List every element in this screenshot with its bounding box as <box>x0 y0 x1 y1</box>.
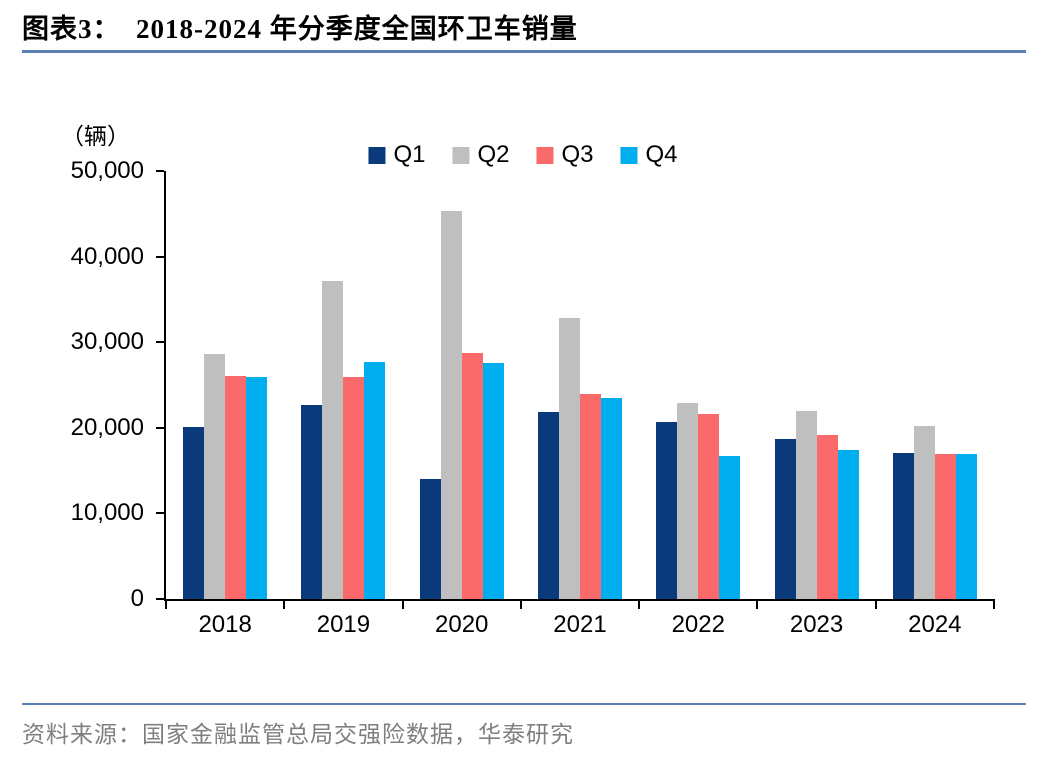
bar-group-2024 <box>876 171 994 599</box>
bar-2018-q3 <box>225 375 247 599</box>
bar-2019-q1 <box>301 404 323 599</box>
y-axis-labels: （辆） 50,000 40,000 30,000 20,000 10,000 0 <box>0 123 164 612</box>
legend-label-q3: Q3 <box>561 141 594 168</box>
y-tick-label-10000: 10,000 <box>70 499 144 527</box>
bar-2024-q3 <box>934 454 956 599</box>
plot-area <box>156 170 995 609</box>
bar-2023-q2 <box>795 410 817 599</box>
bar-2023-q4 <box>837 450 859 599</box>
bar-2020-q2 <box>440 211 462 599</box>
title-underline <box>22 50 1026 53</box>
bar-2022-q3 <box>698 414 720 599</box>
bar-2020-q4 <box>482 362 504 599</box>
bar-2018-q4 <box>246 377 268 599</box>
x-tick-4 <box>638 599 641 609</box>
x-tick-1 <box>283 599 286 609</box>
legend-item-q3: Q3 <box>536 140 594 170</box>
bar-2018-q1 <box>183 426 205 599</box>
y-tick-label-0: 0 <box>130 585 144 612</box>
bar-group-2021 <box>521 171 639 599</box>
x-label-2018: 2018 <box>198 611 252 638</box>
bars-row <box>166 171 994 599</box>
x-label-2024: 2024 <box>908 611 962 638</box>
y-tick-label-40000: 40,000 <box>70 242 144 270</box>
bar-2019-q3 <box>343 377 365 599</box>
bar-2024-q4 <box>955 454 977 599</box>
legend-label-q4: Q4 <box>645 141 678 168</box>
y-tick-50000 <box>156 170 164 172</box>
x-tick-5 <box>756 599 759 609</box>
bar-2022-q2 <box>677 402 699 599</box>
y-tick-10000 <box>156 512 164 515</box>
chart: （辆） 50,000 40,000 30,000 20,000 10,000 0 Q1 Q2… <box>0 123 1048 639</box>
bar-2019-q4 <box>364 361 386 599</box>
bar-2024-q2 <box>913 426 935 599</box>
y-axis-unit-label: （辆） <box>61 123 130 149</box>
x-label-2023: 2023 <box>789 611 844 638</box>
figure-title: 图表3： 2018-2024 年分季度全国环卫车销量 <box>22 14 578 44</box>
bar-2021-q4 <box>600 397 622 599</box>
figure-footer: 资料来源：国家金融监管总局交强险数据，华泰研究 <box>0 703 1048 749</box>
footer-line <box>22 703 1026 705</box>
bar-group-2019 <box>284 171 402 599</box>
legend: Q1 Q2 Q3 Q4 <box>368 140 678 170</box>
x-label-2020: 2020 <box>435 611 489 638</box>
bar-2023-q1 <box>774 438 796 599</box>
bar-2020-q1 <box>419 479 441 599</box>
x-tick-7 <box>993 599 995 609</box>
y-tick-label-20000: 20,000 <box>70 413 144 441</box>
x-label-2021: 2021 <box>553 611 607 638</box>
legend-swatch-q1-icon <box>368 146 386 164</box>
bar-2024-q1 <box>892 452 914 599</box>
bar-2021-q3 <box>579 394 601 599</box>
bar-group-2022 <box>639 171 757 599</box>
bar-2023-q3 <box>816 434 838 599</box>
y-tick-40000 <box>156 255 164 258</box>
bar-2019-q2 <box>322 280 344 599</box>
legend-item-q4: Q4 <box>620 140 678 170</box>
bar-2022-q1 <box>656 421 678 599</box>
legend-swatch-q2-icon <box>452 146 470 164</box>
x-tick-0 <box>165 599 167 609</box>
x-tick-2 <box>401 599 404 609</box>
legend-swatch-q4-icon <box>620 146 638 164</box>
bar-group-2023 <box>757 171 875 599</box>
bar-group-2018 <box>166 171 284 599</box>
plot-wrapper: Q1 Q2 Q3 Q4 2018 2019 2020 2021 2022 2023 2024 <box>156 141 995 639</box>
y-tick-0 <box>156 598 164 600</box>
bar-group-2020 <box>403 171 521 599</box>
y-tick-label-30000: 30,000 <box>70 328 144 356</box>
legend-label-q1: Q1 <box>393 141 426 168</box>
x-axis-labels: 2018 2019 2020 2021 2022 2023 2024 <box>166 611 994 639</box>
bar-2021-q1 <box>537 411 559 599</box>
legend-item-q1: Q1 <box>368 140 425 170</box>
figure-header: 图表3： 2018-2024 年分季度全国环卫车销量 <box>0 0 1048 46</box>
y-tick-label-50000: 50,000 <box>70 157 144 184</box>
y-tick-20000 <box>156 426 164 429</box>
bar-2018-q2 <box>204 354 226 599</box>
x-tick-3 <box>519 599 522 609</box>
legend-label-q2: Q2 <box>477 141 510 168</box>
bar-2020-q3 <box>461 353 483 599</box>
y-tick-30000 <box>156 341 164 344</box>
bar-2022-q4 <box>719 456 741 599</box>
x-label-2019: 2019 <box>316 611 371 638</box>
x-tick-6 <box>874 599 877 609</box>
legend-item-q2: Q2 <box>452 140 510 170</box>
legend-swatch-q3-icon <box>536 146 554 164</box>
source-text: 资料来源：国家金融监管总局交强险数据，华泰研究 <box>22 722 574 747</box>
x-label-2022: 2022 <box>671 611 725 638</box>
bar-2021-q2 <box>558 318 580 599</box>
